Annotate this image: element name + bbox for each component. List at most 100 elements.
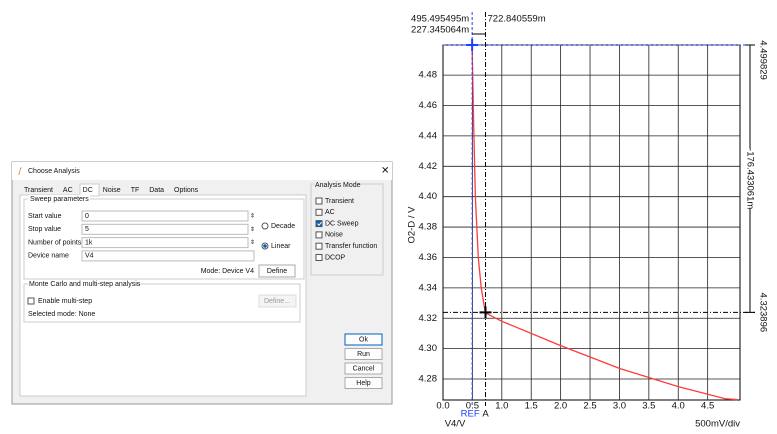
plot-frame (442, 44, 741, 401)
checkbox-label: Enable multi-step (38, 298, 92, 305)
cursor-x-value: 495.495495m (411, 14, 469, 25)
x-tick-label: 3.0 (613, 401, 626, 412)
chart: 4.28 4.30 4.32 4.34 4.36 4.38 4.40 4.42 4.44 4.46… (407, 12, 768, 430)
tab[interactable]: TF (131, 187, 140, 194)
x-tick-label: 1.0 (495, 401, 508, 412)
button[interactable] (344, 362, 383, 375)
delta-y-value: -176.433061m (744, 148, 755, 209)
checkbox[interactable] (315, 242, 323, 250)
x-scale-label: 500mV/div (695, 419, 740, 430)
y-tick-label: 4.46 (419, 100, 438, 111)
y-tick-label: 4.34 (419, 282, 438, 293)
button[interactable] (344, 333, 383, 346)
checkbox[interactable] (315, 208, 323, 216)
dialog-title: Choose Analysis (28, 168, 80, 175)
field-label: Device name (28, 253, 69, 260)
x-tick-label: 0.5 (466, 401, 479, 412)
y-tick-label: 4.36 (419, 252, 438, 263)
tab[interactable]: Data (149, 187, 164, 194)
spinner[interactable]: ⇕ (250, 226, 255, 233)
radio-label: Decade (271, 223, 295, 230)
checkbox[interactable] (315, 197, 323, 205)
checkbox[interactable] (315, 254, 323, 261)
y-tick-label: 4.30 (419, 343, 438, 354)
x-tick-label: 4.5 (701, 401, 714, 412)
delta-x-value: 227.345064m (411, 25, 469, 36)
x-tick-label: 2.0 (554, 401, 567, 412)
checkbox[interactable] (315, 220, 323, 228)
radio-dot (263, 244, 267, 248)
sweep-group (23, 198, 305, 280)
series-line (471, 45, 738, 401)
x-axis-label: V4/V (445, 419, 466, 430)
button-label: Define... (264, 298, 290, 305)
option-label: Noise (325, 232, 343, 239)
cursor-y-value: 4.323896 (757, 293, 768, 333)
spinner[interactable]: ⇕ (250, 213, 255, 220)
y-tick-label: 4.28 (419, 374, 438, 385)
y-axis-label: O2-D / V (407, 206, 418, 244)
group-title: Monte Carlo and multi-step analysis (29, 281, 141, 288)
selected-mode: Selected mode: None (28, 311, 95, 318)
radio[interactable] (261, 222, 269, 230)
tab[interactable]: Noise (103, 187, 121, 194)
y-tick-label: 4.48 (419, 70, 438, 81)
option-label: DCOP (325, 254, 346, 261)
tab[interactable]: Options (174, 187, 199, 194)
input[interactable] (81, 237, 249, 249)
group-title-bg (28, 195, 90, 203)
option-label: Transient (325, 198, 354, 205)
group-title-bg (28, 280, 136, 288)
x-tick-label: 4.0 (672, 401, 685, 412)
button-label: Run (357, 351, 370, 358)
y-tick-label: 4.40 (419, 191, 438, 202)
checkbox[interactable] (27, 297, 35, 305)
y-tick-label: 4.44 (419, 130, 438, 141)
button-label: Cancel (353, 365, 375, 372)
field-label: Number of points (28, 239, 82, 246)
tab[interactable]: DC (83, 187, 93, 194)
input-value: 1k (85, 239, 93, 246)
cursor-label: REF (461, 409, 480, 420)
spinner[interactable]: ⇕ (250, 239, 255, 246)
button[interactable] (344, 348, 383, 360)
group-title: Analysis Mode (315, 182, 361, 189)
app-icon: ʃ (18, 168, 22, 175)
button[interactable] (258, 294, 297, 308)
button[interactable] (258, 264, 296, 278)
input[interactable] (81, 250, 255, 262)
x-tick-label: 1.5 (525, 401, 538, 412)
y-tick-label: 4.38 (419, 222, 438, 233)
input-value: V4 (85, 253, 94, 260)
title-bar (12, 162, 392, 180)
input[interactable] (81, 223, 249, 235)
input[interactable] (81, 210, 249, 222)
close-button[interactable]: ✕ (381, 166, 389, 177)
mode-text: Mode: Device V4 (201, 268, 254, 275)
x-tick-label: 2.5 (583, 401, 596, 412)
option-label: Transfer function (325, 243, 377, 250)
cursor-label: A (482, 409, 489, 420)
button-label: Help (356, 380, 371, 387)
input-value: 5 (85, 226, 89, 233)
y-tick-label: 4.42 (419, 161, 438, 172)
cursor-x-value: 722.840559m (488, 14, 546, 25)
tab[interactable]: Transient (24, 187, 53, 194)
option-label: DC Sweep (325, 220, 359, 227)
dialog: ʃ Choose Analysis ✕ (11, 161, 393, 405)
field-label: Start value (28, 213, 62, 220)
checkbox[interactable] (315, 231, 323, 239)
x-tick-label: 3.5 (642, 401, 655, 412)
button[interactable] (344, 377, 383, 389)
tab[interactable]: AC (63, 187, 73, 194)
group-title-bg (314, 181, 360, 188)
check (317, 221, 322, 226)
option-label: AC (325, 209, 335, 216)
monte-carlo-group (23, 283, 301, 323)
input-value: 0 (85, 213, 89, 220)
group-title: Sweep parameters (30, 196, 89, 203)
cursor-marker (479, 306, 492, 319)
delta-y-bg (745, 148, 755, 209)
button-label: Ok (359, 336, 368, 343)
